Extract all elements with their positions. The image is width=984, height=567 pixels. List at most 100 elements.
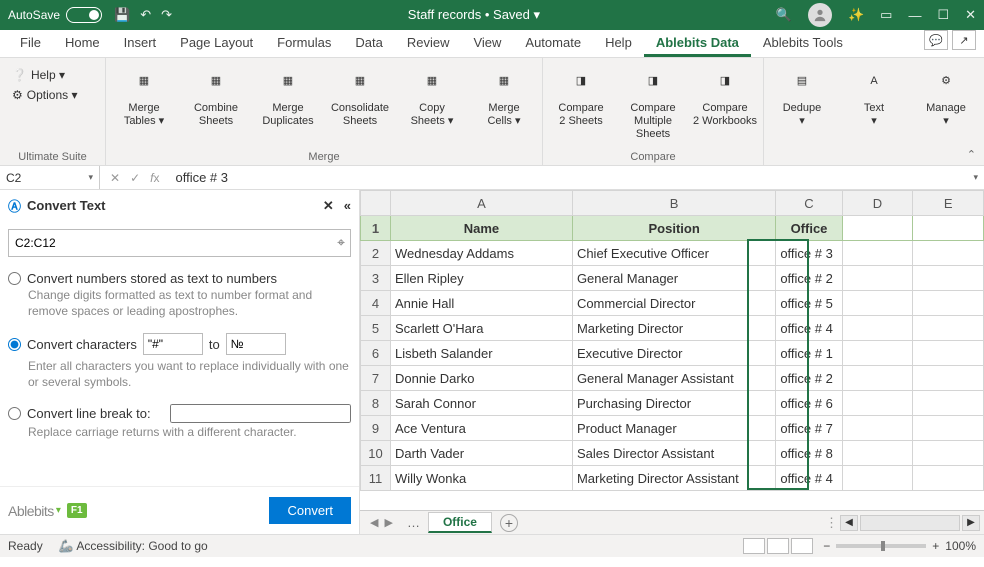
cell[interactable]: Donnie Darko (390, 366, 572, 391)
tab-file[interactable]: File (8, 30, 53, 57)
cell[interactable]: Sales Director Assistant (572, 441, 775, 466)
undo-icon[interactable]: ↶ (140, 7, 151, 23)
col-header-B[interactable]: B (572, 191, 775, 216)
panel-collapse-icon[interactable]: « (344, 198, 351, 214)
row-header[interactable]: 5 (361, 316, 391, 341)
cell[interactable] (842, 391, 913, 416)
cell[interactable]: Lisbeth Salander (390, 341, 572, 366)
cell[interactable]: Marketing Director Assistant (572, 466, 775, 491)
fx-icon[interactable]: fx (150, 171, 159, 185)
cell[interactable] (842, 466, 913, 491)
cell[interactable]: Willy Wonka (390, 466, 572, 491)
cell[interactable] (842, 241, 913, 266)
consolidate-sheets-button[interactable]: ▦ConsolidateSheets (326, 62, 394, 132)
cell[interactable]: office # 3 (776, 241, 842, 266)
tab-automate[interactable]: Automate (513, 30, 593, 57)
option-numbers-radio[interactable]: Convert numbers stored as text to number… (8, 271, 351, 286)
cell[interactable] (913, 266, 984, 291)
cell[interactable]: office # 7 (776, 416, 842, 441)
options-button[interactable]: ⚙ Options ▾ (8, 86, 81, 104)
minimize-icon[interactable]: — (908, 8, 921, 23)
row-header[interactable]: 2 (361, 241, 391, 266)
cell[interactable]: office # 2 (776, 266, 842, 291)
row-header[interactable]: 9 (361, 416, 391, 441)
formula-input[interactable]: office # 3 (169, 166, 984, 189)
cell[interactable] (913, 391, 984, 416)
cell[interactable] (913, 441, 984, 466)
compare-multiple-sheets-button[interactable]: ◨CompareMultiple Sheets (619, 62, 687, 146)
merge-cells-button[interactable]: ▦MergeCells ▾ (470, 62, 538, 132)
merge-duplicates-button[interactable]: ▦MergeDuplicates (254, 62, 322, 132)
tab-ablebits-data[interactable]: Ablebits Data (644, 30, 751, 57)
cell[interactable]: General Manager Assistant (572, 366, 775, 391)
cell[interactable] (913, 316, 984, 341)
autosave-toggle[interactable]: AutoSave (8, 7, 102, 23)
cell[interactable] (842, 366, 913, 391)
cell[interactable]: office # 1 (776, 341, 842, 366)
add-sheet-button[interactable]: + (500, 514, 518, 532)
compare-2-sheets-button[interactable]: ◨Compare2 Sheets (547, 62, 615, 132)
cell[interactable] (913, 466, 984, 491)
tab-ablebits-tools[interactable]: Ablebits Tools (751, 30, 855, 57)
view-normal-icon[interactable] (743, 538, 765, 554)
cell[interactable]: Ellen Ripley (390, 266, 572, 291)
row-header[interactable]: 10 (361, 441, 391, 466)
cell[interactable]: Ace Ventura (390, 416, 572, 441)
cell[interactable]: Annie Hall (390, 291, 572, 316)
brand-chevron-icon[interactable]: ▾ (56, 505, 61, 516)
range-select-icon[interactable]: ⌖ (337, 234, 345, 251)
sheet-tab-office[interactable]: Office (428, 512, 492, 533)
hscroll-left-icon[interactable]: ◀ (840, 515, 858, 531)
copy-sheets-button[interactable]: ▦CopySheets ▾ (398, 62, 466, 132)
dedupe-button[interactable]: ▤Dedupe▾ (768, 62, 836, 132)
zoom-out-icon[interactable]: − (823, 539, 830, 553)
cell[interactable]: Chief Executive Officer (572, 241, 775, 266)
combine-sheets-button[interactable]: ▦CombineSheets (182, 62, 250, 132)
row-header[interactable]: 8 (361, 391, 391, 416)
row-header[interactable]: 1 (361, 216, 391, 241)
cell[interactable] (913, 341, 984, 366)
tab-page-layout[interactable]: Page Layout (168, 30, 265, 57)
cell[interactable] (842, 341, 913, 366)
row-header[interactable]: 7 (361, 366, 391, 391)
cell[interactable] (842, 441, 913, 466)
tab-nav-first-icon[interactable]: ◀ (370, 516, 378, 529)
option-linebreak-radio[interactable]: Convert line break to: (8, 404, 351, 423)
tab-nav-prev-icon[interactable]: ▶ (384, 516, 392, 529)
cell[interactable]: office # 4 (776, 466, 842, 491)
f1-help-icon[interactable]: F1 (67, 503, 87, 518)
search-icon[interactable]: 🔍 (776, 7, 792, 23)
avatar[interactable] (808, 3, 832, 27)
zoom-slider[interactable] (836, 544, 926, 548)
tab-formulas[interactable]: Formulas (265, 30, 343, 57)
close-icon[interactable]: ✕ (965, 7, 976, 23)
to-char-input[interactable] (226, 333, 286, 355)
cell[interactable]: General Manager (572, 266, 775, 291)
enter-icon[interactable]: ✓ (130, 171, 140, 185)
zoom-in-icon[interactable]: + (932, 539, 939, 553)
cell[interactable] (842, 266, 913, 291)
help-button[interactable]: ❔ Help ▾ (8, 66, 81, 84)
col-header-C[interactable]: C (776, 191, 842, 216)
row-header[interactable]: 4 (361, 291, 391, 316)
redo-icon[interactable]: ↷ (161, 7, 172, 23)
cell[interactable]: office # 5 (776, 291, 842, 316)
cell[interactable] (913, 416, 984, 441)
cell[interactable]: Darth Vader (390, 441, 572, 466)
cell[interactable]: Purchasing Director (572, 391, 775, 416)
tab-insert[interactable]: Insert (112, 30, 169, 57)
save-icon[interactable]: 💾 (114, 7, 130, 23)
view-layout-icon[interactable] (767, 538, 789, 554)
ribbon-display-icon[interactable]: ▭ (880, 7, 892, 23)
range-input[interactable] (8, 229, 351, 257)
hscroll-track[interactable] (860, 515, 960, 531)
cell[interactable]: office # 2 (776, 366, 842, 391)
share-button[interactable]: ↗ (952, 30, 976, 50)
collapse-ribbon-icon[interactable]: ⌃ (967, 148, 976, 161)
cell[interactable]: office # 6 (776, 391, 842, 416)
coming-soon-icon[interactable]: ✨ (848, 7, 864, 23)
toggle-icon[interactable] (66, 7, 102, 23)
hsplit-icon[interactable]: ⋮ (825, 515, 838, 531)
col-header-E[interactable]: E (913, 191, 984, 216)
cell[interactable]: Sarah Connor (390, 391, 572, 416)
